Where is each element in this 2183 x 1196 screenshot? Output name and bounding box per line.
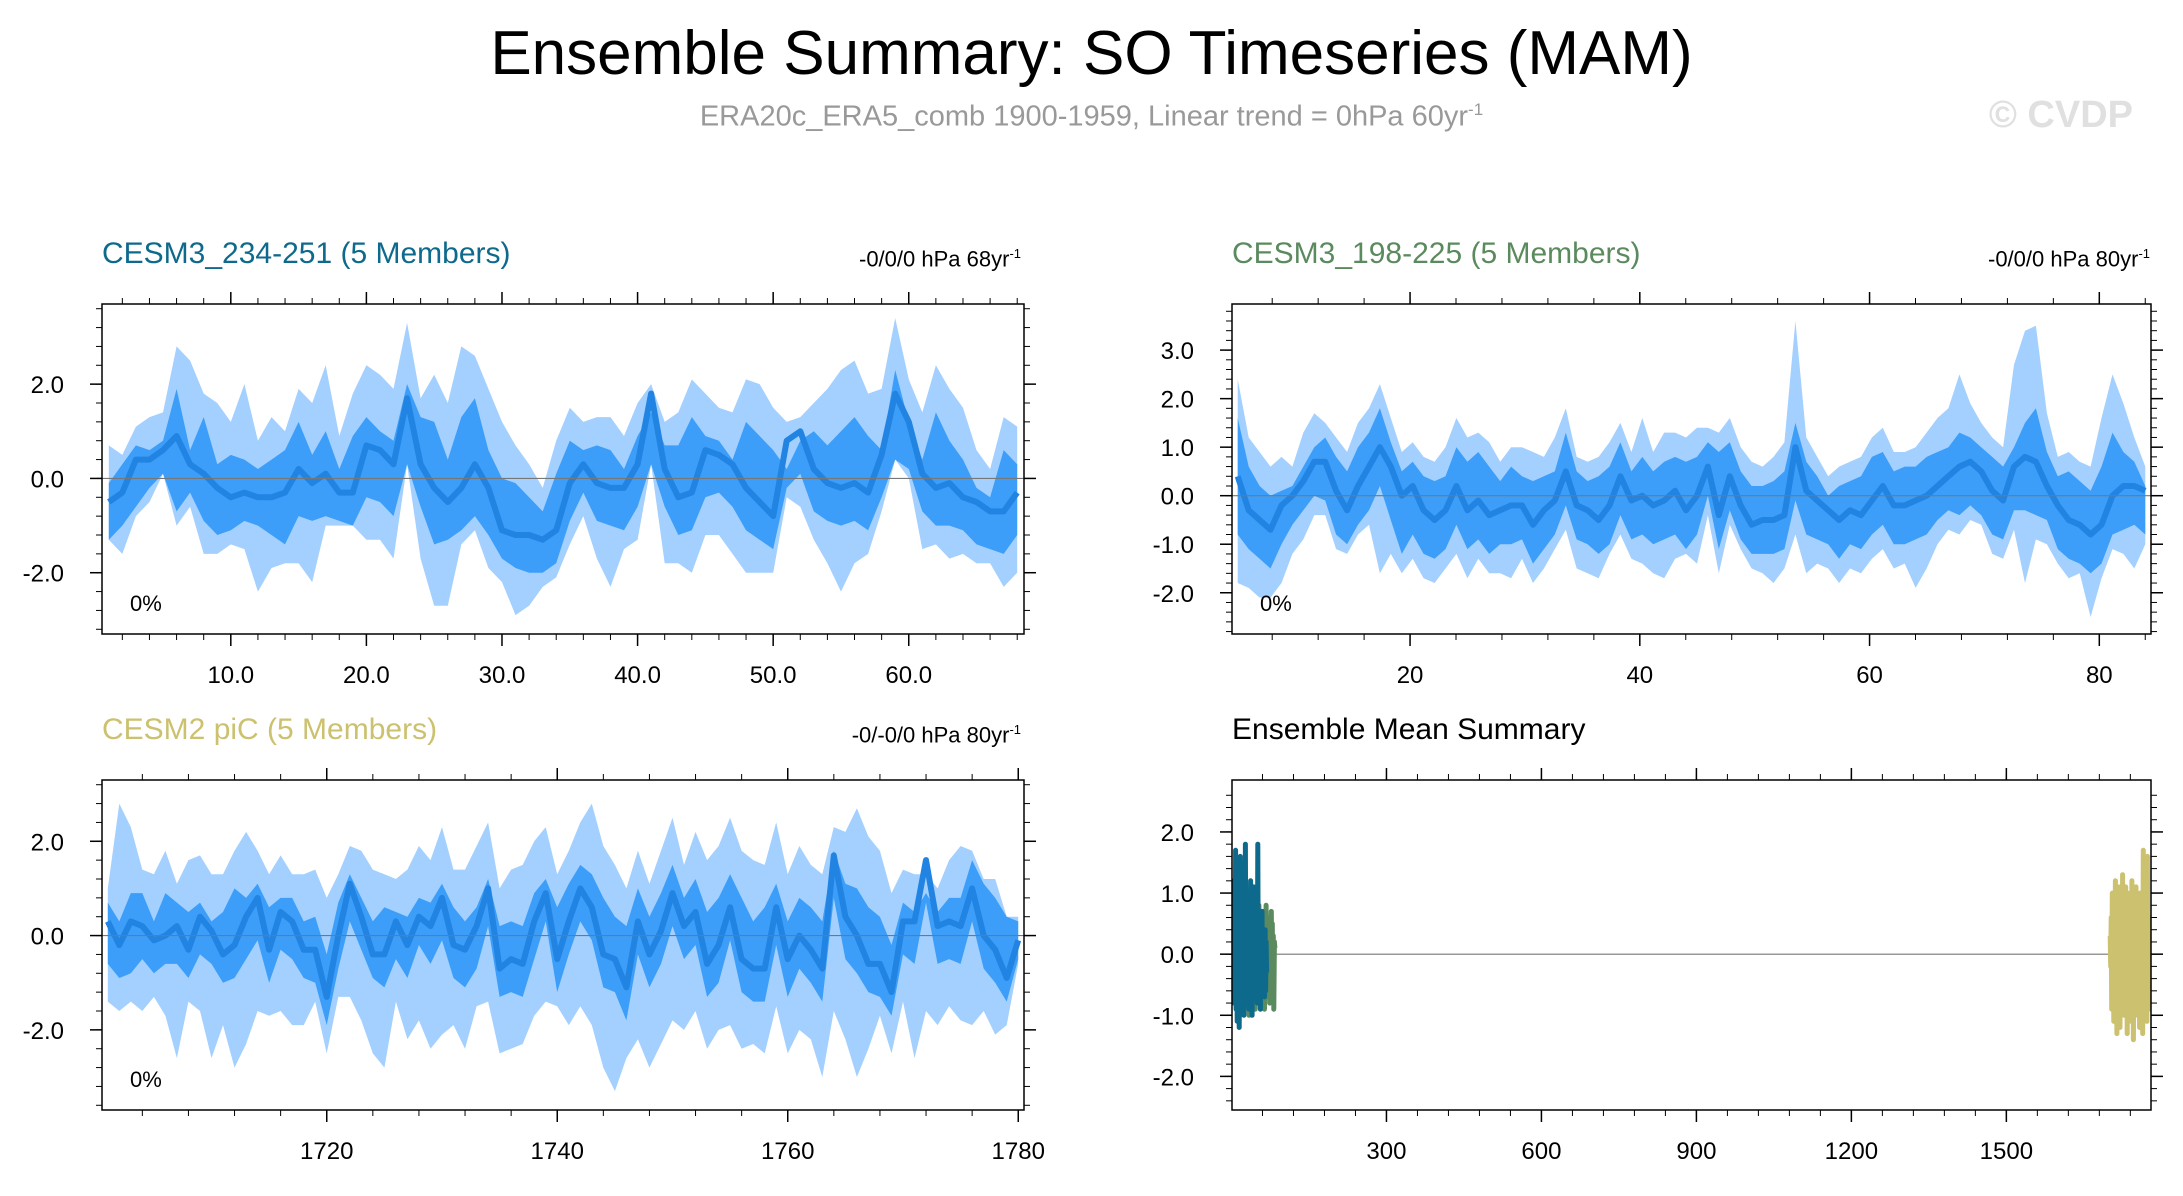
panel3-xtick-label: 1740 (531, 1138, 584, 1165)
panel1-ytick-label: -2.0 (23, 561, 64, 588)
panel2-percent-label: 0% (1260, 591, 1292, 616)
panel3-percent-label: 0% (130, 1067, 162, 1092)
cvdp-watermark: © CVDP (1988, 94, 2133, 136)
panel3-trend-sup: -1 (1009, 722, 1021, 737)
panel1-xtick-label: 20.0 (343, 662, 390, 689)
panel4-ytick-label: -2.0 (1153, 1064, 1194, 1091)
panel1-ytick-label: 2.0 (31, 372, 64, 399)
panel4-ytick-label: 1.0 (1161, 881, 1194, 908)
panel4-ytick-label: 2.0 (1161, 820, 1194, 847)
panel2-trend-sup: -1 (2138, 246, 2150, 261)
subtitle-text: ERA20c_ERA5_comb 1900-1959, Linear trend… (699, 100, 1469, 133)
panel2-ytick-label: 2.0 (1161, 387, 1194, 414)
panel2-ytick-label: 1.0 (1161, 435, 1194, 462)
panel3-ensemble-mean-line (105, 852, 1022, 1000)
panel1-xtick-label: 10.0 (207, 662, 254, 689)
panel3-ytick-label: -2.0 (23, 1018, 64, 1045)
panel4-ytick-label: -1.0 (1153, 1003, 1194, 1030)
panel2-trend-text: -0/0/0 hPa 80yr (1988, 246, 2139, 272)
panel1-xtick-label: 60.0 (885, 662, 932, 689)
panel4-title: Ensemble Mean Summary (1232, 713, 1586, 746)
panel1-trend-text: -0/0/0 hPa 68yr (859, 246, 1010, 272)
panel1-xtick-label: 40.0 (614, 662, 661, 689)
panel1-trend: -0/0/0 hPa 68yr-1 (859, 246, 1021, 272)
panel3-xtick-label: 1720 (300, 1138, 353, 1165)
panel2-xtick-label: 80 (2086, 662, 2113, 689)
panel4-axes: 2.0 1.0 0.0 -1.0 -2.0 300 600 900 1200 1500 (1153, 768, 2163, 1165)
panel2-axes: 3.0 2.0 1.0 0.0 -1.0 -2.0 20 40 60 80 (1153, 292, 2163, 689)
summary-line-2 (1232, 841, 1270, 1030)
panel3-plot-frame (101, 779, 1025, 1111)
panel1-title: CESM3_234-251 (5 Members) (102, 237, 511, 270)
panel3-xtick-label: 1760 (761, 1138, 814, 1165)
panel4-data (1232, 841, 2151, 1043)
panel2-ytick-label: 0.0 (1161, 484, 1194, 511)
summary-line-3 (2107, 847, 2151, 1043)
panel4-plot-frame (1231, 779, 2152, 1111)
panel2-ytick-label: -1.0 (1153, 532, 1194, 559)
panel4-xtick-label: 1200 (1825, 1138, 1878, 1165)
subtitle: ERA20c_ERA5_comb 1900-1959, Linear trend… (0, 100, 2183, 134)
panel3-trend: -0/-0/0 hPa 80yr-1 (852, 722, 1021, 748)
panel2-trend: -0/0/0 hPa 80yr-1 (1988, 246, 2150, 272)
panel2-ytick-label: 3.0 (1161, 338, 1194, 365)
panel2-ytick-label: -2.0 (1153, 581, 1194, 608)
panel1-axes: 2.0 0.0 -2.0 10.0 20.0 30.0 40.0 50.0 60.0 (23, 292, 1036, 689)
panel3-xtick-label: 1780 (992, 1138, 1045, 1165)
panel1-ensemble-mean-line (107, 390, 1020, 543)
panel2-xtick-label: 20 (1397, 662, 1424, 689)
panel1-data (107, 318, 1020, 616)
panel3-axes: 2.0 0.0 -2.0 1720 1740 1760 1780 (23, 768, 1045, 1165)
panel2-ensemble-mean-line (1234, 444, 2147, 538)
panel2-xtick-label: 60 (1856, 662, 1883, 689)
panel2-iqr-band (1237, 408, 2146, 574)
main-title: Ensemble Summary: SO Timeseries (MAM) (490, 19, 1693, 88)
panel1-ytick-label: 0.0 (31, 466, 64, 493)
panel4-xtick-label: 900 (1676, 1138, 1716, 1165)
panel3-ytick-label: 0.0 (31, 924, 64, 951)
panel1-iqr-band (108, 370, 1018, 573)
panel2-xtick-label: 40 (1626, 662, 1653, 689)
panel1-plot-frame (101, 303, 1025, 635)
panel4-xtick-label: 600 (1521, 1138, 1561, 1165)
panel1-xtick-label: 50.0 (750, 662, 797, 689)
panel2-title: CESM3_198-225 (5 Members) (1232, 237, 1641, 270)
panel3-data (105, 803, 1022, 1092)
panel2-data (1234, 321, 2147, 617)
subtitle-sup: -1 (1468, 100, 1484, 119)
panel1-percent-label: 0% (130, 591, 162, 616)
panel3-ytick-label: 2.0 (31, 829, 64, 856)
panel1-trend-sup: -1 (1009, 246, 1021, 261)
panel1-xtick-label: 30.0 (479, 662, 526, 689)
panel2-plot-frame (1231, 303, 2152, 635)
panel4-ytick-label: 0.0 (1161, 942, 1194, 969)
panel4-xtick-label: 1500 (1980, 1138, 2033, 1165)
panel3-trend-text: -0/-0/0 hPa 80yr (851, 722, 1010, 748)
panel4-xtick-label: 300 (1366, 1138, 1406, 1165)
panel3-title: CESM2 piC (5 Members) (102, 713, 438, 746)
